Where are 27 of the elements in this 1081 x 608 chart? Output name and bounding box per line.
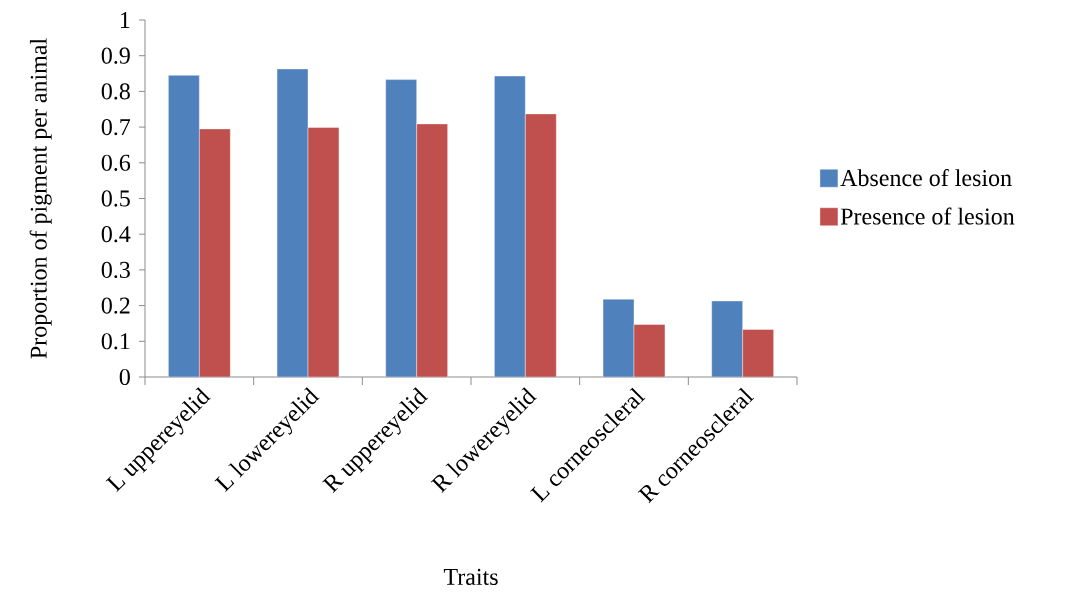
bar bbox=[168, 75, 200, 377]
bar bbox=[416, 123, 448, 377]
x-axis-title: Traits bbox=[443, 568, 498, 585]
bar bbox=[199, 128, 231, 377]
y-tick-label: 0.9 bbox=[101, 47, 130, 64]
bar bbox=[711, 300, 743, 377]
bar bbox=[307, 127, 340, 377]
y-tick-label: 0.7 bbox=[101, 118, 131, 136]
legend-label: Presence of lesion bbox=[840, 207, 1015, 225]
legend-label: Absence of lesion bbox=[840, 169, 1012, 187]
y-tick-label: 0.1 bbox=[101, 333, 130, 350]
y-tick-label: 0.2 bbox=[101, 297, 130, 314]
y-tick-label: 0.3 bbox=[101, 261, 130, 279]
y-tick-label: 0.8 bbox=[101, 83, 130, 100]
bar bbox=[602, 298, 635, 377]
y-tick-label: 0.4 bbox=[101, 226, 131, 243]
bar bbox=[385, 79, 417, 377]
bar bbox=[525, 113, 557, 377]
bar bbox=[742, 329, 774, 377]
bar bbox=[633, 324, 666, 377]
bar bbox=[494, 75, 526, 377]
y-axis-title: Proportion of pigment per animal bbox=[29, 38, 52, 359]
bar bbox=[276, 68, 309, 377]
y-tick-label: 0.6 bbox=[101, 154, 131, 171]
y-tick-label: 0 bbox=[119, 368, 130, 386]
y-tick-label: 0.5 bbox=[101, 190, 130, 207]
y-tick-label: 1 bbox=[120, 12, 130, 28]
